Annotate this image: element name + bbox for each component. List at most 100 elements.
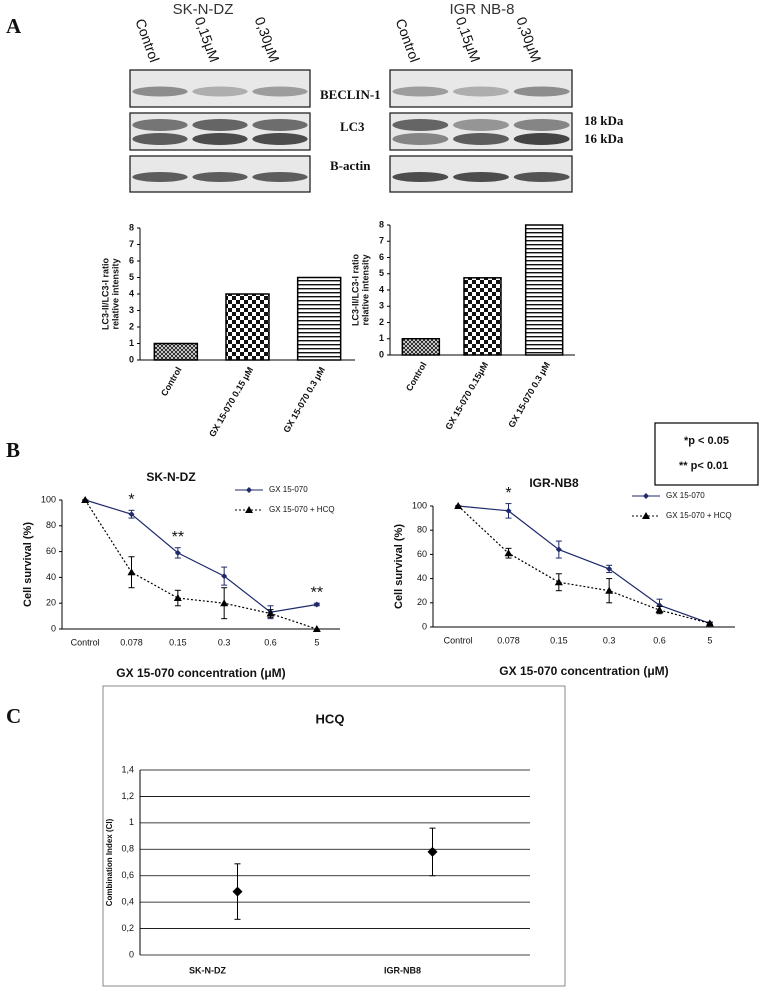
y-tick-label: 8 <box>129 222 134 232</box>
x-tick-label: 0.6 <box>653 635 666 645</box>
marker <box>220 599 229 607</box>
marker <box>246 487 252 493</box>
legend-label: GX 15-070 <box>666 491 705 500</box>
legend-label: GX 15-070 + HCQ <box>269 505 335 514</box>
y-tick-label: 4 <box>379 284 384 294</box>
y-axis-label: LC3-II/LC3-I ratio <box>350 254 360 327</box>
marker <box>555 546 562 553</box>
y-tick-label: 4 <box>129 288 134 298</box>
series-line <box>458 505 711 624</box>
y-tick-label: 7 <box>129 239 134 249</box>
marker <box>173 594 182 602</box>
blot-band <box>453 86 509 97</box>
x-tick-label: 0.15 <box>550 635 568 645</box>
y-axis-label: Combination Index (CI) <box>105 818 114 906</box>
lane-label: 0,30μM <box>252 15 283 65</box>
y-tick-label: 60 <box>46 546 56 556</box>
blot-label: LC3 <box>340 119 365 134</box>
chart-title: SK-N-DZ <box>146 470 195 484</box>
marker <box>174 549 181 556</box>
blot-band <box>252 119 308 131</box>
blot-band <box>513 172 570 182</box>
x-tick-label: Control <box>444 635 473 645</box>
marker <box>245 506 253 513</box>
x-tick-label: GX 15-070 0.15 μM <box>207 365 255 438</box>
y-tick-label: 1,2 <box>121 791 134 801</box>
y-tick-label: 2 <box>129 321 134 331</box>
x-tick-label: IGR-NB8 <box>384 965 421 975</box>
blot-band <box>392 172 449 182</box>
blot-band <box>192 133 248 145</box>
y-tick-label: 1 <box>379 333 384 343</box>
marker <box>504 549 513 557</box>
y-tick-label: 40 <box>417 573 427 583</box>
marker <box>312 625 321 632</box>
blot-band <box>132 119 188 131</box>
point <box>232 886 243 897</box>
marker <box>454 502 463 509</box>
x-tick-label: GX 15-070 0.3 μM <box>506 360 552 429</box>
x-tick-label: 0.6 <box>264 637 277 647</box>
lane-label: 0,15μM <box>453 15 484 65</box>
y-axis-label: Cell survival (%) <box>393 524 405 609</box>
y-tick-label: 1 <box>129 338 134 348</box>
marker <box>313 601 320 608</box>
blot-label: B-actin <box>330 158 371 173</box>
marker <box>127 568 136 576</box>
cell-line-title: SK-N-DZ <box>173 1 234 18</box>
lane-label: Control <box>393 16 423 64</box>
x-tick-label: 0.078 <box>120 637 143 647</box>
y-tick-label: 2 <box>379 317 384 327</box>
blot-band <box>392 119 449 131</box>
blot-band <box>252 133 308 145</box>
blot-band <box>192 86 248 97</box>
blot-band <box>192 119 248 131</box>
x-tick-label: 0.15 <box>169 637 187 647</box>
blot <box>129 69 311 108</box>
x-tick-label: 0.078 <box>497 635 520 645</box>
x-axis-label: GX 15-070 concentration (μM) <box>116 666 285 680</box>
chart-title: HCQ <box>316 711 345 726</box>
bar <box>524 224 564 356</box>
x-tick-label: 0.3 <box>218 637 231 647</box>
lane-label: Control <box>132 16 162 64</box>
blot-band <box>453 172 509 182</box>
significance-text: *p < 0.05 <box>684 435 729 447</box>
blot-band <box>192 172 248 182</box>
y-tick-label: 1 <box>129 817 134 827</box>
chart-frame <box>102 685 566 987</box>
bar <box>463 277 502 356</box>
y-tick-label: 0,4 <box>121 897 134 907</box>
blot-band <box>513 133 570 145</box>
y-axis-label: relative intensity <box>360 254 370 325</box>
lane-label: 0,30μM <box>513 15 544 65</box>
x-tick-label: SK-N-DZ <box>189 965 226 975</box>
y-tick-label: 0 <box>422 621 427 631</box>
x-tick-label: 5 <box>707 635 712 645</box>
blot-band <box>132 133 188 145</box>
y-tick-label: 5 <box>129 272 134 282</box>
y-tick-label: 60 <box>417 549 427 559</box>
y-axis-label: LC3-II/LC3-I ratio <box>100 258 110 331</box>
x-tick-label: 5 <box>314 637 319 647</box>
y-tick-label: 6 <box>379 252 384 262</box>
bar <box>225 293 270 361</box>
blot <box>389 69 573 108</box>
panel-label: A <box>6 14 22 38</box>
bar <box>401 338 441 356</box>
size-label: 16 kDa <box>584 131 624 146</box>
y-tick-label: 0 <box>379 349 384 359</box>
blot-band <box>132 86 188 97</box>
blot-band <box>453 133 509 145</box>
y-tick-label: 0 <box>51 623 56 633</box>
series-line <box>457 505 710 624</box>
y-tick-label: 40 <box>46 572 56 582</box>
y-tick-label: 0,8 <box>121 844 134 854</box>
y-tick-label: 0,2 <box>121 923 134 933</box>
blot-band <box>513 119 570 131</box>
legend-label: GX 15-070 <box>269 485 308 494</box>
x-tick-label: Control <box>71 637 100 647</box>
blot-band <box>453 119 509 131</box>
blot-band <box>513 86 570 97</box>
